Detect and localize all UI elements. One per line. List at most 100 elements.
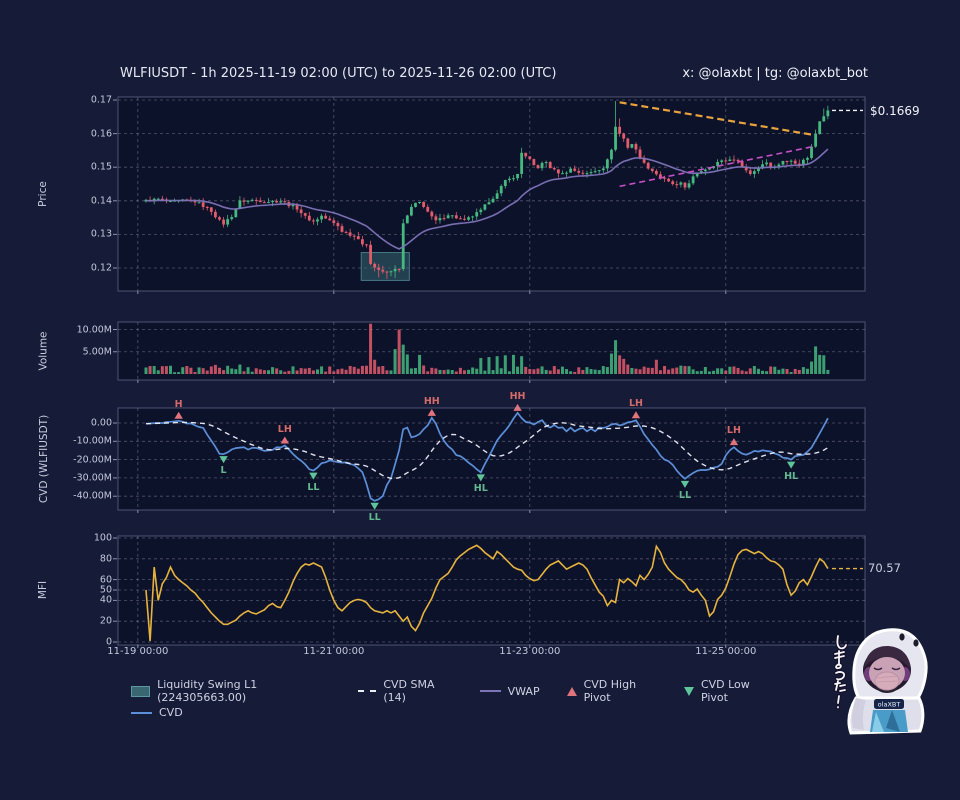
candle-body: [646, 162, 650, 169]
legend-label: VWAP: [507, 684, 540, 698]
candle-body: [716, 162, 720, 167]
x-tick-label: 11-23 00:00: [499, 646, 561, 657]
volume-bar: [299, 368, 303, 374]
volume-bar: [499, 368, 503, 374]
pivot-label-low: HL: [784, 470, 799, 482]
candle-body: [365, 244, 368, 246]
volume-bar: [324, 371, 328, 374]
candle-body: [810, 146, 813, 158]
vwap-swatch: [479, 690, 501, 692]
candle-body: [438, 218, 442, 221]
volume-bar: [658, 370, 662, 374]
volume-bar: [213, 364, 217, 374]
volume-bar: [540, 366, 544, 374]
cvd-swatch: [131, 711, 152, 714]
candle-body: [238, 200, 242, 210]
candle-body: [728, 159, 732, 161]
volume-bar: [597, 370, 601, 374]
candle-body: [605, 159, 609, 169]
volume-bar: [328, 366, 332, 374]
volume-bar: [703, 366, 707, 374]
volume-bar: [565, 369, 569, 374]
volume-bar: [516, 366, 520, 374]
volume-bar: [209, 366, 213, 374]
volume-axis-title: Volume: [37, 331, 50, 371]
candle-body: [744, 166, 748, 171]
candle-body: [422, 201, 426, 207]
volume-bar: [160, 366, 164, 374]
candle-body: [271, 200, 274, 203]
cvd-sma-swatch: [357, 690, 377, 692]
volume-bar: [491, 370, 495, 374]
candle-body: [797, 163, 801, 166]
volume-bar: [197, 367, 201, 374]
candle-body: [471, 216, 475, 218]
legend-label: Liquidity Swing L1 (224305663.00): [157, 678, 258, 704]
volume-bar: [336, 369, 340, 374]
candle-body: [634, 144, 638, 150]
cvd-line: [145, 411, 829, 502]
volume-bar: [699, 370, 703, 374]
legend-item-liquidity: Liquidity Swing L1 (224305663.00): [131, 678, 331, 704]
cvd-high-pivot-marker: [174, 411, 183, 419]
volume-bar: [450, 370, 454, 374]
last-price-label: $0.1669: [870, 104, 920, 118]
candle-body: [561, 173, 564, 175]
volume-bar: [552, 366, 556, 374]
price-tick-label: 0.15: [90, 161, 112, 173]
candle-body: [601, 168, 605, 171]
candle-body: [671, 181, 675, 185]
volume-bar: [156, 370, 160, 374]
candle-body: [316, 219, 319, 222]
volume-bar: [266, 370, 270, 374]
volume-bar: [168, 365, 172, 374]
volume-bar: [303, 368, 307, 374]
candle-body: [638, 149, 642, 159]
x-tick-label: 11-19 00:00: [107, 646, 169, 657]
candle-body: [818, 121, 822, 134]
candle-body: [687, 183, 691, 188]
volume-panel-border: [117, 321, 866, 381]
volume-bar: [471, 367, 475, 374]
candle-body: [540, 162, 544, 169]
candle-body: [369, 244, 372, 264]
legend-item-cvd: CVD: [131, 706, 183, 719]
legend-item-cvd-sma: CVD SMA (14): [357, 678, 453, 704]
price-axis-title: Price: [36, 181, 49, 207]
pivot-label-high: HH: [423, 395, 440, 407]
volume-bar: [262, 370, 266, 374]
price-tick-label: 0.12: [90, 262, 112, 274]
volume-bar: [226, 365, 230, 374]
volume-bar: [356, 368, 360, 374]
volume-bar: [315, 369, 319, 374]
candle-body: [736, 159, 740, 161]
candle-body: [454, 215, 458, 219]
candle-body: [405, 215, 409, 224]
candle-body: [512, 178, 515, 180]
candle-body: [785, 161, 789, 163]
volume-bar: [291, 366, 295, 374]
pivot-label-high: LH: [628, 398, 643, 410]
volume-bar: [238, 364, 242, 374]
volume-bar: [589, 369, 593, 374]
candle-body: [226, 219, 230, 225]
candle-body: [340, 226, 344, 232]
cvd-tick-label: -40.00M: [73, 490, 112, 502]
candle-body: [581, 172, 585, 174]
volume-bar: [810, 361, 814, 374]
candle-body: [430, 211, 434, 217]
legend-label: CVD High Pivot: [583, 678, 637, 704]
volume-bar: [344, 369, 348, 374]
x-tick-label: 11-21 00:00: [303, 646, 365, 657]
volume-bar: [536, 368, 540, 374]
candle-body: [303, 213, 307, 216]
candle-body: [434, 216, 438, 221]
volume-bar: [177, 372, 181, 374]
candle-body: [381, 269, 385, 272]
price-tick-label: 0.17: [90, 94, 112, 106]
legend-item-low-pivot: CVD Low Pivot: [683, 678, 771, 704]
volume-bar: [789, 372, 793, 374]
candle-body: [377, 267, 381, 270]
candle-body: [258, 200, 262, 203]
